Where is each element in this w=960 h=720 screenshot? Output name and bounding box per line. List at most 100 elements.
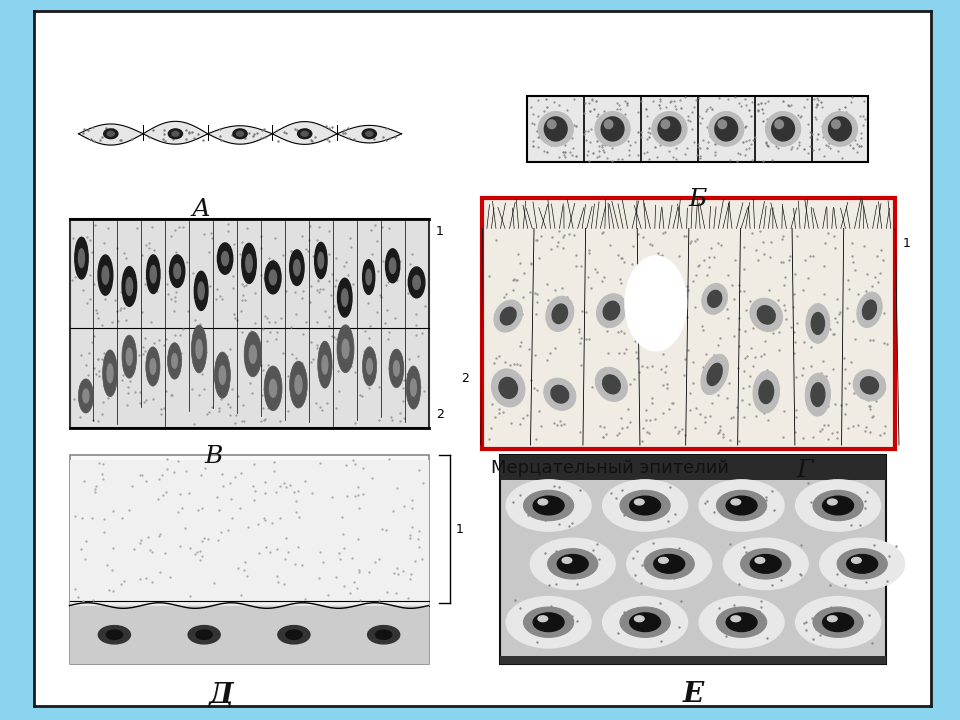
Point [194,502,209,513]
Point [866,382,881,393]
Point [793,569,808,580]
Point [596,105,612,117]
Point [257,413,273,424]
Point [79,359,94,371]
Point [404,502,420,513]
Point [312,546,327,557]
Point [106,585,121,596]
Point [627,336,642,347]
Point [843,140,858,151]
Point [747,131,762,143]
Point [539,110,554,122]
Point [179,133,194,145]
Point [75,127,90,139]
Point [546,418,562,429]
Point [610,118,625,130]
Point [803,131,818,143]
Point [736,365,752,377]
Point [853,318,869,330]
Point [788,132,804,144]
Point [295,230,310,242]
Point [494,312,510,324]
Point [124,133,139,145]
Point [209,284,225,295]
Point [347,133,362,145]
Point [244,325,259,337]
Point [141,242,156,253]
Point [810,98,826,109]
Point [228,471,243,482]
Point [614,307,630,318]
Point [91,371,107,382]
Point [652,94,667,105]
Point [558,606,573,618]
Point [836,562,852,573]
Point [295,559,310,570]
Point [399,368,415,379]
Point [412,381,427,392]
Point [756,248,771,260]
Point [404,521,420,532]
Point [783,99,799,110]
Point [809,92,825,104]
Point [352,594,368,606]
Point [334,341,349,353]
Point [516,268,531,279]
Point [723,413,738,424]
Point [777,271,792,282]
Point [656,348,671,360]
Point [831,308,847,320]
Point [169,246,184,258]
Point [326,330,342,342]
Point [704,103,719,114]
Point [832,134,848,145]
Point [112,305,128,316]
Point [760,96,776,107]
Point [780,99,796,111]
Point [655,407,670,418]
Point [362,566,377,577]
Point [348,417,363,428]
Point [253,242,269,253]
Point [84,414,100,426]
Point [303,336,319,348]
Point [547,284,563,296]
Point [370,235,385,247]
Ellipse shape [716,490,767,521]
Point [616,606,632,618]
Point [772,344,787,356]
Point [120,387,135,398]
Point [797,336,812,348]
Point [273,481,288,492]
Point [656,276,671,287]
Point [351,564,367,576]
Point [846,381,861,392]
Point [276,249,291,261]
Point [756,155,771,166]
Point [529,289,544,300]
Point [163,293,179,305]
Point [774,114,789,126]
Text: 2: 2 [461,372,468,385]
Point [530,109,545,121]
Point [681,114,696,125]
Point [603,126,618,138]
Point [732,279,747,290]
Point [859,487,875,498]
Point [606,311,621,323]
Point [271,576,286,588]
Point [197,532,212,544]
Point [381,454,396,465]
Point [663,95,679,107]
Point [237,132,252,143]
Point [786,327,802,338]
Point [850,138,865,150]
Point [671,284,686,295]
Point [685,276,701,287]
Point [820,508,835,519]
Point [193,318,208,330]
Point [698,106,713,117]
Point [858,421,874,433]
Point [576,107,591,119]
Ellipse shape [726,496,757,515]
